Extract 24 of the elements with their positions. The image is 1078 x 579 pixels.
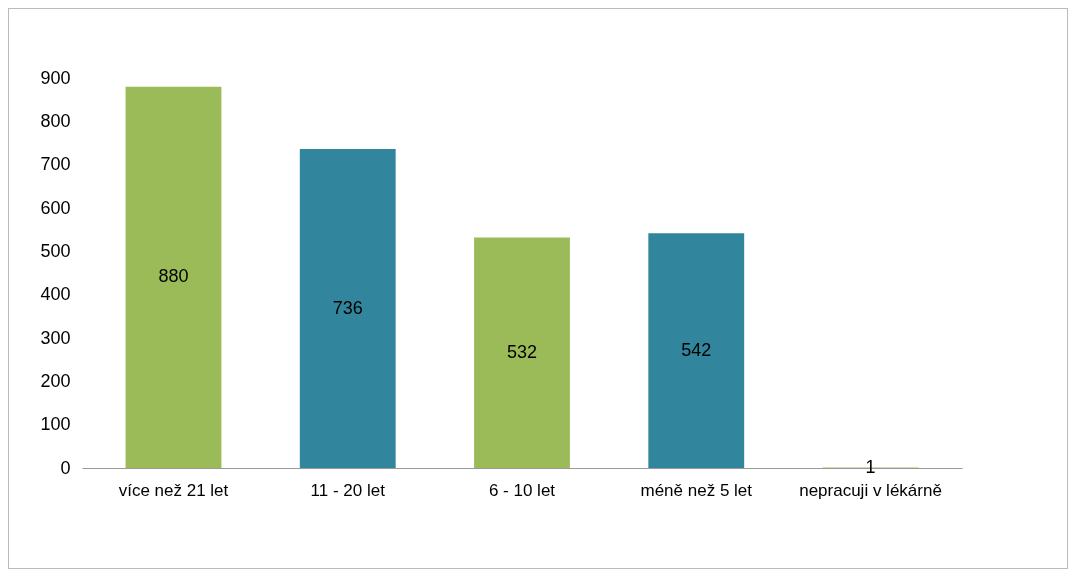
data-label: 532	[506, 341, 538, 362]
x-tick-label: 11 - 20 let	[310, 480, 386, 500]
y-tick-label: 600	[40, 197, 71, 218]
data-label: 880	[158, 266, 189, 287]
y-tick-label: 100	[40, 414, 71, 435]
x-tick-label: méně než 5 let	[640, 480, 753, 500]
bar	[648, 233, 745, 468]
y-tick-label: 800	[40, 110, 71, 131]
x-tick-label: více než 21 let	[118, 480, 229, 500]
y-tick-label: 300	[40, 327, 71, 348]
y-tick-label: 500	[40, 240, 71, 261]
bar	[125, 86, 222, 468]
data-label: 1	[865, 456, 876, 477]
y-tick-label: 0	[60, 457, 71, 478]
bar	[474, 237, 570, 468]
data-label: 736	[332, 297, 363, 318]
x-tick-label: 6 - 10 let	[488, 480, 556, 500]
y-tick-label: 200	[40, 370, 71, 391]
x-tick-label: nepracuji v lékárně	[799, 480, 942, 500]
y-tick-label: 700	[40, 154, 71, 175]
y-tick-label: 400	[40, 284, 71, 305]
data-label: 542	[681, 339, 712, 360]
y-tick-label: 900	[40, 67, 71, 88]
bar	[299, 149, 396, 468]
